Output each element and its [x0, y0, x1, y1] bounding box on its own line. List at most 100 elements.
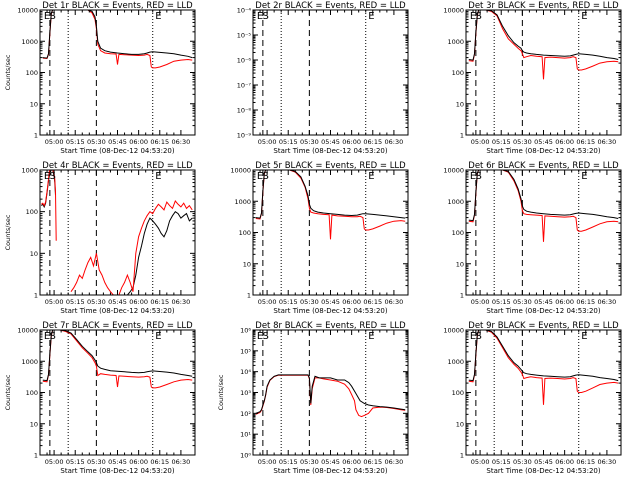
series-line — [42, 330, 193, 382]
panel-title: Det 1r BLACK = Events, RED = LLD — [42, 1, 193, 11]
x-tick-label: 06:30 — [172, 138, 191, 146]
event-marker: S — [263, 11, 269, 22]
x-tick-label: 06:30 — [598, 138, 617, 146]
y-tick-label: 1 — [460, 452, 464, 460]
panel-title: Det 5r BLACK = Events, RED = LLD — [255, 161, 406, 171]
x-tick-label: 05:45 — [534, 458, 553, 466]
x-tick-label: 06:15 — [150, 458, 169, 466]
y-tick-label: 1000 — [21, 167, 38, 175]
x-tick-label: 06:00 — [129, 458, 148, 466]
y-tick-label: 10⁰ — [240, 452, 251, 460]
event-marker: E — [155, 11, 161, 22]
y-axis-label: Counts/sec — [4, 54, 12, 90]
plot-data — [255, 170, 406, 240]
x-axis-label: Start Time (08-Dec-12 04:53:20) — [486, 147, 600, 155]
y-tick-label: 10⁵ — [240, 347, 251, 355]
y-tick-label: 10 — [456, 100, 464, 108]
y-tick-label: 10 — [30, 250, 38, 258]
panel-3: Det 3r BLACK = Events, RED = LLD 1 10 100 10… — [443, 1, 622, 155]
event-marker: E — [470, 171, 476, 182]
y-tick-label: 1000 — [447, 38, 464, 46]
x-tick-label: 05:15 — [279, 298, 298, 306]
y-tick-label: 10¹ — [240, 431, 251, 439]
event-marker: E — [470, 11, 476, 22]
x-tick-label: 05:45 — [321, 298, 340, 306]
x-tick-label: 05:30 — [87, 458, 106, 466]
series-line — [41, 170, 57, 241]
plot-data — [468, 330, 619, 405]
x-tick-label: 05:15 — [492, 298, 511, 306]
x-tick-label: 05:45 — [108, 458, 127, 466]
x-tick-label: 05:15 — [66, 458, 85, 466]
event-marker: S — [263, 171, 269, 182]
series-line — [255, 374, 406, 414]
event-marker: S — [50, 11, 56, 22]
x-tick-label: 05:00 — [471, 138, 490, 146]
x-tick-label: 06:15 — [363, 138, 382, 146]
series-line — [468, 10, 619, 80]
y-tick-label: 10000 — [230, 167, 251, 175]
y-tick-label: 10000 — [443, 167, 464, 175]
x-axis-label: Start Time (08-Dec-12 04:53:20) — [486, 307, 600, 315]
x-tick-label: 06:30 — [172, 298, 191, 306]
x-tick-label: 05:45 — [321, 458, 340, 466]
plot-frame — [39, 169, 196, 296]
y-tick-label: 1 — [247, 292, 251, 300]
panel-1: Det 1r BLACK = Events, RED = LLD 1 10 100 10… — [4, 1, 196, 155]
event-marker: E — [470, 331, 476, 342]
event-marker: E — [581, 331, 587, 342]
y-tick-label: 10³ — [240, 389, 251, 397]
plot-frame — [39, 329, 196, 456]
x-tick-label: 06:30 — [172, 458, 191, 466]
y-tick-label: 1 — [460, 132, 464, 140]
series-line — [42, 10, 193, 59]
y-tick-label: 10 — [243, 260, 251, 268]
plot-frame — [252, 9, 409, 136]
y-tick-label: 1000 — [21, 38, 38, 46]
x-tick-label: 06:30 — [385, 458, 404, 466]
y-tick-label: 10000 — [443, 327, 464, 335]
x-tick-label: 06:30 — [598, 298, 617, 306]
event-marker: E — [581, 11, 587, 22]
x-tick-label: 05:30 — [87, 298, 106, 306]
x-tick-label: 05:15 — [279, 138, 298, 146]
plot-frame — [465, 329, 622, 456]
x-tick-label: 05:15 — [279, 458, 298, 466]
panel-6: Det 6r BLACK = Events, RED = LLD 1 10 100 10… — [443, 161, 622, 315]
x-tick-label: 06:15 — [576, 138, 595, 146]
x-tick-label: 05:15 — [66, 138, 85, 146]
event-marker: S — [50, 171, 56, 182]
event-marker: E — [155, 331, 161, 342]
plot-frame — [252, 329, 409, 456]
x-tick-label: 05:45 — [321, 138, 340, 146]
x-tick-label: 05:00 — [45, 298, 64, 306]
x-tick-label: 05:00 — [471, 458, 490, 466]
event-marker: E — [257, 331, 263, 342]
x-tick-label: 06:00 — [555, 298, 574, 306]
y-tick-label: 1000 — [234, 198, 251, 206]
x-tick-label: 06:15 — [150, 298, 169, 306]
event-marker: E — [257, 171, 263, 182]
event-marker: E — [44, 171, 50, 182]
y-tick-label: 100 — [452, 389, 464, 397]
series-line — [127, 211, 193, 295]
panel-5: Det 5r BLACK = Events, RED = LLD 1 10 100 10… — [230, 161, 409, 315]
panel-4: Det 4r BLACK = Events, RED = LLD 1 10 100 10… — [4, 161, 196, 315]
plot-data — [41, 170, 193, 295]
plot-data — [468, 10, 619, 80]
panel-title: Det 8r BLACK = Events, RED = LLD — [255, 321, 406, 331]
plot-data — [42, 330, 193, 389]
x-tick-label: 05:15 — [492, 138, 511, 146]
x-tick-label: 06:00 — [342, 458, 361, 466]
y-tick-label: 10000 — [17, 327, 38, 335]
x-tick-label: 06:30 — [385, 298, 404, 306]
y-tick-label: 10⁻⁸ — [237, 107, 252, 115]
series-line — [255, 170, 406, 240]
x-tick-label: 05:15 — [492, 458, 511, 466]
y-tick-label: 1000 — [447, 198, 464, 206]
event-marker: E — [44, 331, 50, 342]
series-line — [255, 374, 406, 418]
y-tick-label: 10 — [30, 100, 38, 108]
panel-9: Det 9r BLACK = Events, RED = LLD 1 10 100 10… — [443, 321, 622, 475]
event-marker: E — [368, 171, 374, 182]
